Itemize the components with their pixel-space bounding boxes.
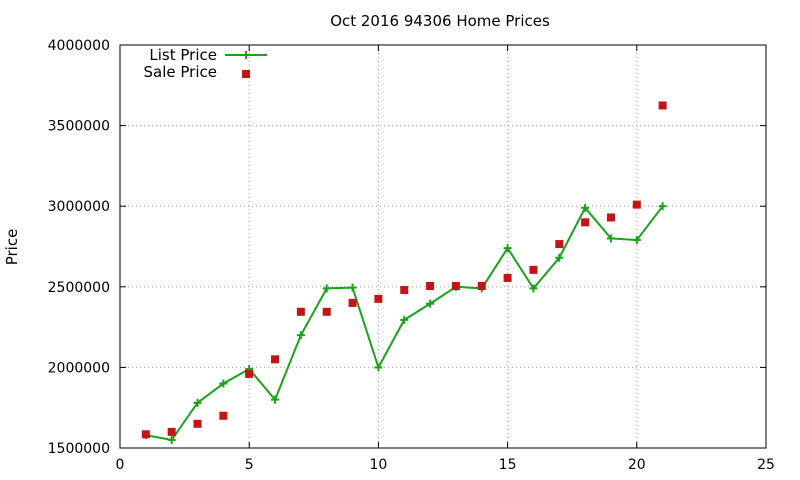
x-tick-label: 25 (757, 457, 775, 473)
legend-label: Sale Price (144, 63, 217, 81)
list-price-point (193, 398, 202, 407)
x-tick-label: 15 (499, 457, 517, 473)
chart-title: Oct 2016 94306 Home Prices (330, 12, 550, 30)
sale-price-point (451, 281, 460, 290)
list-price-point (374, 363, 383, 372)
y-tick-label: 2000000 (48, 360, 110, 376)
list-price-point (503, 244, 512, 253)
list-price-point (219, 379, 228, 388)
y-tick-label: 2500000 (48, 280, 110, 296)
list-price-point (400, 315, 409, 324)
sale-price-point (658, 101, 667, 110)
sale-price-point (581, 218, 590, 227)
legend-square-marker (242, 70, 250, 78)
list-price-point (529, 284, 538, 293)
series-layer (141, 101, 667, 444)
y-tick-label: 3000000 (48, 199, 110, 215)
sale-price-point (219, 411, 228, 420)
sale-price-point (322, 307, 331, 316)
list-price-point (296, 331, 305, 340)
y-tick-label: 1500000 (48, 441, 110, 457)
list-price-point (426, 299, 435, 308)
list-price-point (167, 435, 176, 444)
sale-price-point (296, 307, 305, 316)
sale-price-point (606, 213, 615, 222)
ticks: 0 5 10 15 20 25 1500000 2000000 2500000 3000000 35… (48, 38, 775, 473)
list-price-point (658, 202, 667, 211)
sale-price-point (141, 430, 150, 439)
sale-price-point (529, 265, 538, 274)
sale-price-point (503, 273, 512, 282)
list-price-point (322, 284, 331, 293)
sale-price-point (167, 427, 176, 436)
sale-price-point (426, 281, 435, 290)
list-price-point (348, 283, 357, 292)
legend-label: List Price (149, 46, 217, 64)
sale-price-point (271, 355, 280, 364)
x-tick-label: 0 (116, 457, 125, 473)
plot-frame (119, 44, 767, 449)
sale-price-point (632, 200, 641, 209)
list-price-point (632, 236, 641, 245)
sale-price-point (400, 286, 409, 295)
x-tick-label: 5 (245, 457, 254, 473)
list-price-point (271, 395, 280, 404)
sale-price-point (477, 281, 486, 290)
list-price-point (555, 253, 564, 262)
y-tick-label: 3500000 (48, 119, 110, 135)
y-tick-label: 4000000 (48, 38, 110, 54)
sale-price-point (555, 240, 564, 249)
sale-price-point (374, 294, 383, 303)
series-2 (141, 101, 667, 439)
sale-price-point (193, 419, 202, 428)
sale-price-point (348, 298, 357, 307)
legend-plus-marker (242, 51, 250, 59)
y-axis-label: Price (3, 229, 21, 266)
x-tick-label: 10 (369, 457, 387, 473)
x-tick-label: 20 (628, 457, 646, 473)
list-price-point (606, 234, 615, 243)
series-1 (141, 202, 667, 444)
sale-price-point (245, 369, 254, 378)
list-price-point (581, 203, 590, 212)
